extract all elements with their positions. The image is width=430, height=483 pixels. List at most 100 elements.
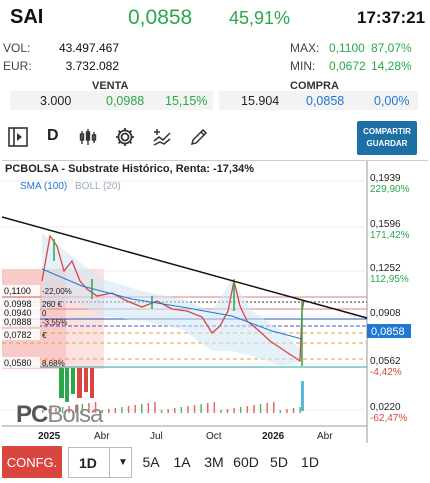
compra-title: COMPRA bbox=[290, 80, 339, 92]
time-axis-label: Abr bbox=[94, 431, 110, 442]
volume-value: 43.497.467 bbox=[58, 41, 119, 55]
volume-bar bbox=[233, 408, 235, 413]
play-panel-icon[interactable] bbox=[7, 126, 29, 148]
price-axis-label: 0,1939 bbox=[370, 173, 401, 184]
volume-bar bbox=[226, 409, 229, 413]
volume-bar bbox=[101, 410, 103, 413]
price-axis-label: 0,1252 bbox=[370, 263, 401, 274]
percent-axis-label: -62,47% bbox=[370, 413, 407, 424]
volume-bar bbox=[160, 410, 163, 413]
level-percent-label: 260 € bbox=[42, 300, 63, 309]
pencil-icon[interactable] bbox=[188, 126, 210, 148]
price-axis-label: 0,0562 bbox=[370, 356, 401, 367]
range-5a-button[interactable]: 5A bbox=[138, 447, 164, 477]
volume-bar bbox=[200, 404, 202, 413]
volume-bar bbox=[240, 407, 242, 413]
volume-bar bbox=[246, 406, 249, 413]
volume-bar bbox=[266, 403, 268, 413]
interval-select[interactable]: 1D ▼ bbox=[68, 447, 132, 478]
volume-bar bbox=[279, 410, 282, 413]
volume-bar bbox=[301, 381, 304, 411]
volume-bar bbox=[77, 368, 82, 398]
time-axis-label: Oct bbox=[206, 431, 222, 442]
volume-bar bbox=[193, 405, 196, 413]
volume-bar bbox=[273, 402, 275, 413]
level-price-label: 0,0940 bbox=[4, 308, 32, 318]
compra-percent: 0,00% bbox=[374, 94, 410, 108]
share-save-button[interactable]: COMPARTIR GUARDAR bbox=[357, 121, 417, 155]
price-chart[interactable]: 0,0858 0,1939 229,90% 0,1596 171,42% 0,1252 11… bbox=[1, 160, 428, 443]
legend-sma: SMA (100) bbox=[20, 181, 68, 192]
price-series bbox=[41, 234, 305, 363]
volume-bar bbox=[42, 410, 44, 413]
volume-bar bbox=[259, 404, 262, 413]
price-axis-label: 0,1596 bbox=[370, 219, 401, 230]
volume-bar bbox=[147, 403, 150, 413]
max-price: 0,1100 bbox=[329, 41, 365, 55]
volume-bar bbox=[174, 408, 176, 413]
volume-bar bbox=[220, 410, 222, 413]
range-1a-button[interactable]: 1A bbox=[169, 447, 195, 477]
volume-bar bbox=[108, 409, 110, 413]
level-label-bg bbox=[2, 285, 40, 296]
max-percent: 87,07% bbox=[371, 41, 412, 55]
min-percent: 14,28% bbox=[371, 59, 412, 73]
volume-label: VOL: bbox=[3, 41, 31, 55]
sma-line bbox=[41, 268, 303, 340]
stock-symbol: SAI bbox=[10, 6, 44, 28]
config-button[interactable]: CONFG. bbox=[2, 446, 62, 478]
volume-bar bbox=[253, 405, 255, 413]
percent-axis-label: -4,42% bbox=[370, 367, 402, 378]
chevron-down-icon: ▼ bbox=[109, 448, 128, 477]
volume-bar bbox=[154, 402, 156, 413]
time-axis-label: Jul bbox=[150, 431, 163, 442]
price-axis-label: 0,0220 bbox=[370, 402, 401, 413]
volume-bar bbox=[299, 407, 301, 413]
volume-bar bbox=[88, 403, 90, 413]
volume-bar bbox=[286, 409, 288, 413]
level-percent-label: 8,68% bbox=[42, 359, 65, 368]
level-label-bg bbox=[2, 298, 40, 309]
bollinger-band bbox=[42, 233, 302, 366]
level-label-bg bbox=[2, 357, 40, 368]
indicator-icon[interactable] bbox=[151, 126, 173, 148]
volume-bar bbox=[90, 368, 94, 398]
percent-axis-label: 112,95% bbox=[370, 274, 409, 285]
range-3m-button[interactable]: 3M bbox=[200, 447, 228, 477]
current-price-text: 0,0858 bbox=[371, 326, 405, 338]
volume-bar bbox=[61, 407, 64, 413]
volume-bar bbox=[84, 368, 88, 392]
level-price-label: 0,0888 bbox=[4, 317, 32, 327]
level-price-label: 0,1100 bbox=[4, 286, 31, 296]
trendline bbox=[1, 216, 368, 319]
volume-bar bbox=[180, 407, 183, 413]
level-label-bg bbox=[2, 316, 40, 327]
compra-price: 0,0858 bbox=[306, 94, 345, 108]
compra-box bbox=[219, 91, 418, 110]
volume-bar bbox=[59, 368, 64, 398]
candlestick-icon[interactable] bbox=[78, 126, 100, 148]
gear-icon[interactable] bbox=[114, 126, 136, 148]
percent-axis-label: 171,42% bbox=[370, 230, 410, 241]
eur-value: 3.732.082 bbox=[65, 59, 119, 73]
period-button[interactable]: D bbox=[47, 127, 59, 144]
volume-bar bbox=[134, 405, 136, 413]
price-axis-label: 0,0908 bbox=[370, 308, 401, 319]
volume-bar bbox=[81, 404, 84, 413]
volume-bar bbox=[48, 409, 51, 413]
level-price-label: 0,0580 bbox=[4, 358, 32, 368]
eur-label: EUR: bbox=[3, 59, 32, 73]
percent-axis-label: 229,90% bbox=[370, 184, 410, 195]
save-label: GUARDAR bbox=[366, 139, 408, 148]
volume-bar bbox=[213, 402, 216, 413]
level-percent-label: € bbox=[42, 331, 47, 340]
range-1d-button[interactable]: 1D bbox=[297, 447, 323, 477]
volume-bar bbox=[127, 406, 130, 413]
volume-bar bbox=[207, 403, 209, 413]
volume-bar bbox=[121, 407, 123, 413]
range-5d-button[interactable]: 5D bbox=[266, 447, 292, 477]
level-percent-label: 0 bbox=[42, 309, 47, 318]
watermark-logo: PCBolsa bbox=[16, 401, 103, 428]
range-60d-button[interactable]: 60D bbox=[231, 447, 261, 477]
